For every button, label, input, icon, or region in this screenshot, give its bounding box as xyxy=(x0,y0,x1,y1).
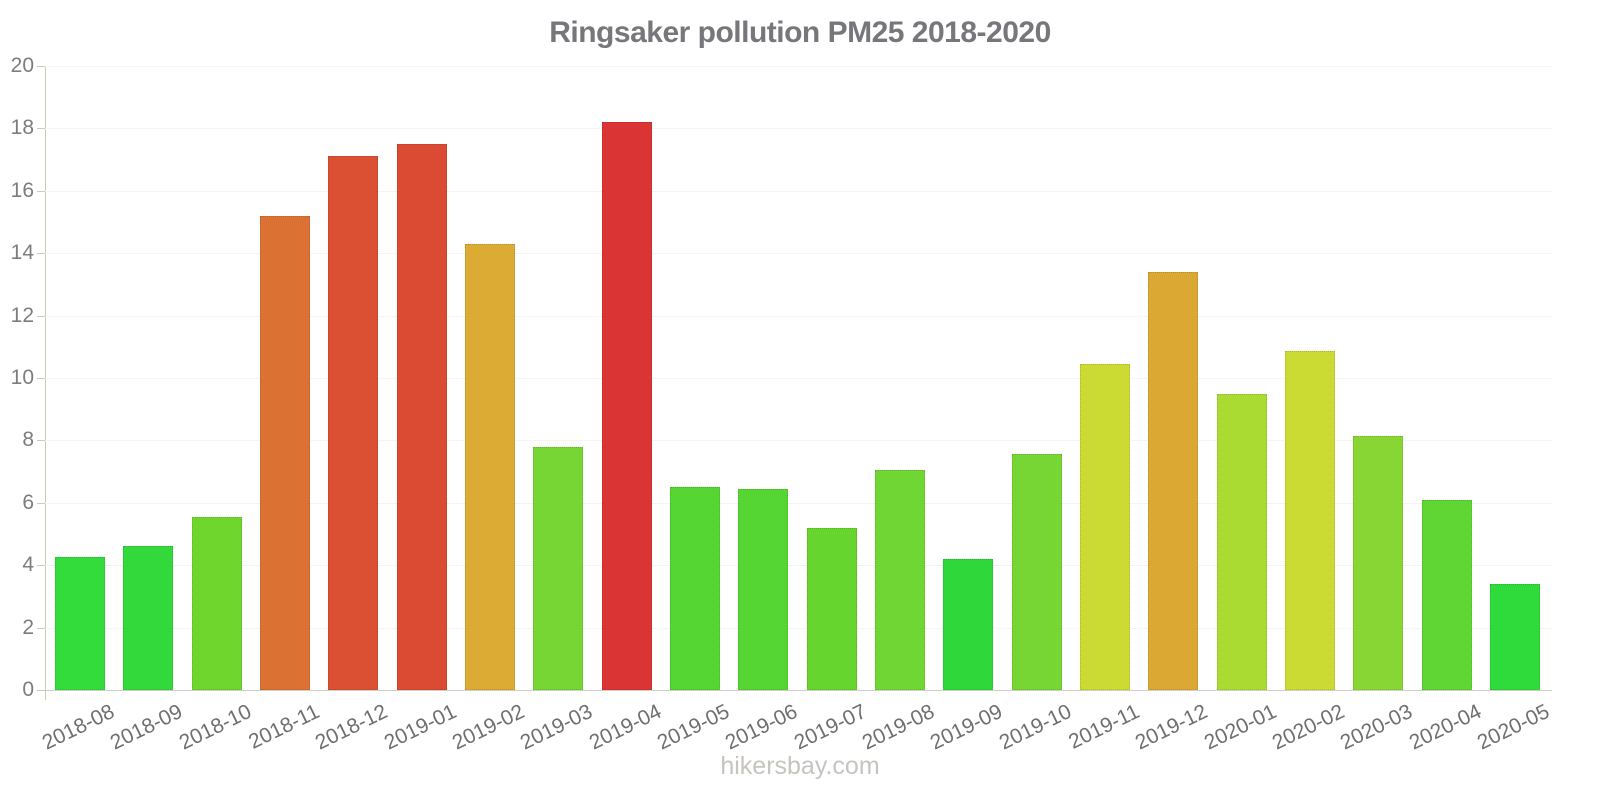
y-tick-label: 20 xyxy=(10,54,34,77)
bar-2018-10 xyxy=(191,516,242,690)
x-tick-label: 2019-09 xyxy=(927,700,1007,755)
x-tick-label: 2018-08 xyxy=(38,700,119,755)
gridline xyxy=(45,565,1552,567)
y-tick-mark xyxy=(37,190,45,192)
bar-2020-01 xyxy=(1216,393,1267,690)
x-tick-label: 2018-10 xyxy=(175,700,255,755)
x-tick-label: 2019-02 xyxy=(448,700,529,755)
x-tick-label: 2020-03 xyxy=(1336,700,1417,755)
y-tick-mark xyxy=(37,128,45,130)
x-tick-label: 2020-02 xyxy=(1268,700,1349,755)
x-tick-label: 2020-05 xyxy=(1473,700,1554,755)
y-tick-label: 8 xyxy=(22,428,34,452)
x-tick-label: 2019-05 xyxy=(653,700,734,755)
gridline xyxy=(45,66,1552,67)
gridline xyxy=(45,378,1552,379)
x-tick-label: 2019-08 xyxy=(858,700,939,755)
x-tick-label: 2018-09 xyxy=(107,700,187,755)
bar-2019-04 xyxy=(601,122,652,690)
y-tick-label: 2 xyxy=(22,615,34,639)
y-tick-label: 4 xyxy=(22,553,34,577)
y-tick-mark xyxy=(37,627,45,629)
bar-2019-09 xyxy=(943,558,994,690)
x-tick-label: 2019-07 xyxy=(790,700,870,755)
gridline xyxy=(45,627,1552,629)
y-tick-label: 16 xyxy=(10,178,34,202)
y-tick-mark xyxy=(37,253,45,255)
y-tick-label: 14 xyxy=(10,241,34,265)
gridline xyxy=(45,502,1552,504)
x-tick-label: 2019-01 xyxy=(380,700,460,755)
x-tick-label: 2018-11 xyxy=(245,700,324,754)
gridline xyxy=(45,315,1552,317)
bar-2020-05 xyxy=(1489,583,1540,690)
y-axis-line xyxy=(45,66,46,700)
y-tick-mark xyxy=(37,502,45,504)
bar-2019-06 xyxy=(738,488,789,690)
y-tick-mark xyxy=(37,690,45,691)
bar-2018-09 xyxy=(123,546,174,690)
gridline xyxy=(45,440,1552,442)
gridline xyxy=(45,190,1552,192)
bar-2019-11 xyxy=(1079,363,1130,690)
y-tick-label: 10 xyxy=(10,366,34,389)
x-tick-label: 2019-06 xyxy=(722,700,802,755)
bar-2019-05 xyxy=(669,487,720,690)
x-tick-label: 2019-04 xyxy=(585,700,665,755)
chart-title: Ringsaker pollution PM25 2018-2020 xyxy=(549,16,1051,49)
watermark-text: hikersbay.com xyxy=(720,752,880,780)
x-tick-label: 2020-01 xyxy=(1200,700,1280,755)
bar-2018-08 xyxy=(55,557,105,690)
gridline xyxy=(45,128,1552,130)
bar-2019-10 xyxy=(1011,454,1062,690)
bar-2019-07 xyxy=(806,527,857,690)
y-tick-mark xyxy=(37,378,45,379)
gridline xyxy=(45,253,1552,255)
y-tick-mark xyxy=(37,440,45,442)
x-axis-line xyxy=(38,690,1552,691)
x-tick-label: 2020-04 xyxy=(1405,700,1485,755)
bar-2020-04 xyxy=(1421,499,1472,690)
y-tick-label: 18 xyxy=(10,116,34,140)
bar-2020-03 xyxy=(1353,435,1404,690)
x-tick-label: 2019-10 xyxy=(995,700,1075,755)
x-tick-label: 2019-03 xyxy=(517,700,597,755)
y-tick-mark xyxy=(37,66,45,67)
bar-2019-12 xyxy=(1148,271,1199,690)
y-tick-label: 0 xyxy=(22,678,34,701)
x-tick-label: 2018-12 xyxy=(312,700,392,755)
bar-2019-01 xyxy=(396,144,447,690)
bar-2018-11 xyxy=(259,215,310,690)
x-tick-label: 2019-11 xyxy=(1065,700,1144,754)
bar-2019-03 xyxy=(533,446,584,690)
bar-2018-12 xyxy=(328,156,379,690)
bar-2019-02 xyxy=(464,243,515,690)
y-tick-mark xyxy=(37,565,45,567)
y-tick-mark xyxy=(37,315,45,317)
x-tick-label: 2019-12 xyxy=(1131,700,1212,755)
bar-2019-08 xyxy=(874,470,925,690)
bar-2020-02 xyxy=(1284,351,1335,690)
y-tick-label: 12 xyxy=(10,303,34,327)
y-tick-label: 6 xyxy=(22,490,34,514)
